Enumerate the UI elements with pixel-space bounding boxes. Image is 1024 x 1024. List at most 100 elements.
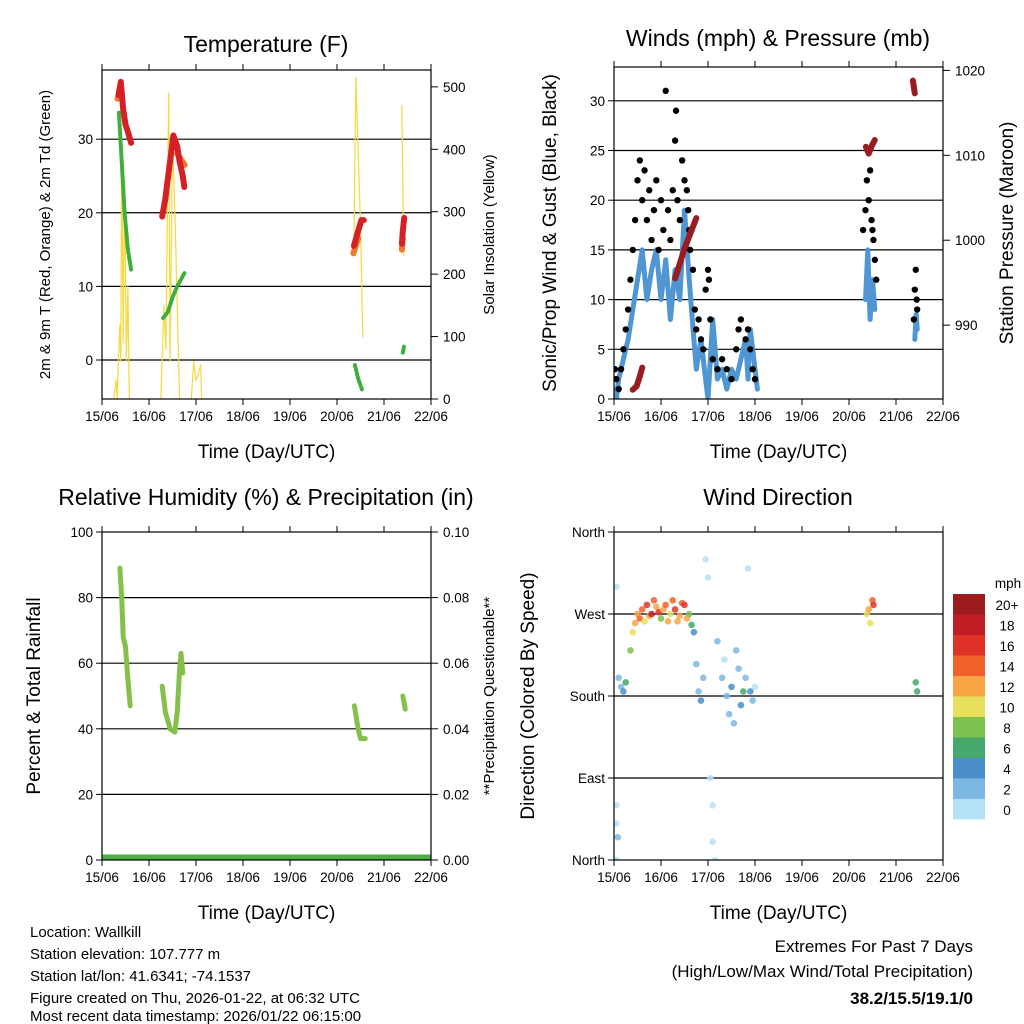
gust-point [912, 266, 919, 273]
direction-point [657, 615, 665, 622]
direction-point [702, 556, 709, 563]
direction-point [913, 688, 921, 695]
gust-point [636, 157, 644, 164]
direction-point [631, 619, 639, 627]
gust-point [676, 216, 683, 224]
gust-point [700, 346, 707, 353]
direction-point [629, 628, 637, 636]
direction-point [700, 674, 707, 682]
direction-point [749, 697, 756, 704]
legend-swatch [953, 676, 985, 697]
solar-insolation-line [190, 360, 203, 399]
chart-title: Winds (mph) & Pressure (mb) [626, 25, 930, 51]
direction-point [747, 688, 754, 695]
gust-point [728, 375, 735, 383]
gust-point [657, 196, 665, 204]
legend-label: 0 [1003, 803, 1011, 818]
direction-point [732, 647, 740, 654]
x-tick-label: 20/06 [320, 409, 354, 424]
x-axis-label: Time (Day/UTC) [198, 903, 336, 924]
direction-point [614, 833, 622, 841]
gust-point [913, 296, 920, 303]
footer-created: Figure created on Thu, 2026-01-22, at 06… [30, 990, 360, 1007]
direction-point [671, 606, 679, 613]
y-axis-label: 2m & 9m T (Red, Orange) & 2m Td (Green) [37, 90, 54, 379]
direction-point [676, 612, 684, 620]
gust-point [859, 226, 867, 234]
y-tick-label: 20 [78, 787, 93, 802]
direction-point [614, 583, 620, 590]
y2-tick-label: 1020 [955, 63, 985, 78]
gust-point [653, 177, 660, 184]
x-tick-label: 19/06 [785, 409, 819, 424]
direction-point [674, 617, 681, 625]
direction-point [622, 679, 630, 686]
legend-title: mph [995, 576, 1021, 591]
gust-point [617, 365, 625, 373]
gust-point [620, 346, 627, 353]
gust-point [749, 365, 756, 373]
gust-point [614, 375, 620, 383]
y-axis-label: Direction (Colored By Speed) [518, 572, 539, 819]
plot-area [113, 76, 408, 399]
y2-tick-label: 300 [443, 205, 466, 220]
gust-point [631, 216, 639, 224]
direction-point [865, 606, 873, 613]
legend-label: 14 [999, 660, 1015, 675]
gust-point [714, 365, 721, 373]
y2-axis-label: Station Pressure (Maroon) [997, 122, 1018, 345]
gust-point [641, 167, 648, 174]
legend-swatch [953, 717, 985, 738]
gust-point [707, 316, 714, 323]
direction-point [707, 774, 714, 782]
gust-point [723, 365, 730, 373]
plot-area [614, 556, 921, 860]
gust-point [862, 206, 869, 214]
direction-point [669, 597, 677, 604]
gust-point [678, 157, 686, 164]
gust-point [866, 167, 874, 174]
x-tick-label: 19/06 [273, 409, 307, 424]
direction-point [664, 617, 672, 625]
plot-frame [101, 531, 432, 861]
y-tick-label: 25 [590, 143, 605, 158]
y-tick-label: North [572, 853, 605, 868]
x-tick-label: 20/06 [320, 870, 354, 885]
extremes-value: 38.2/15.5/19.1/0 [850, 989, 973, 1008]
x-tick-label: 17/06 [179, 870, 213, 885]
y-tick-label: 30 [590, 94, 605, 109]
direction-point [714, 638, 721, 645]
x-tick-label: 18/06 [738, 409, 772, 424]
gust-point [667, 236, 674, 244]
direction-point [730, 720, 738, 727]
footer-latlon: Station lat/lon: 41.6341; -74.1537 [30, 968, 251, 985]
x-axis-label: Time (Day/UTC) [710, 903, 848, 924]
direction-point [667, 610, 674, 618]
direction-point [870, 601, 877, 609]
gust-point [648, 236, 655, 244]
y-tick-label: 60 [78, 656, 93, 671]
speed-legend: mph 20+ 18 16 14 12 10 8 6 4 2 0 [953, 576, 1021, 820]
direction-point [615, 674, 622, 682]
station-pressure-line [909, 77, 918, 97]
y2-tick-label: 0 [443, 392, 451, 407]
direction-point [695, 688, 702, 695]
footer-location: Location: Wallkill [30, 924, 141, 941]
x-tick-label: 15/06 [85, 409, 119, 424]
direction-point [638, 606, 646, 613]
panel-4: 15/06 16/06 17/06 18/06 19/06 20/06 21/06 22/06… [518, 484, 1021, 924]
station-pressure-line [629, 364, 646, 393]
legend-label: 16 [999, 639, 1014, 654]
gust-point [614, 365, 619, 373]
gust-point [624, 306, 632, 313]
relative-humidity-line [159, 650, 186, 735]
direction-point [648, 610, 655, 618]
direction-point [627, 647, 634, 654]
gust-point [685, 206, 692, 214]
gust-point [689, 266, 697, 273]
gust-point [873, 276, 880, 283]
chart-title: Relative Humidity (%) & Precipitation (i… [58, 484, 473, 510]
direction-point [728, 683, 735, 691]
gust-point [660, 226, 667, 234]
